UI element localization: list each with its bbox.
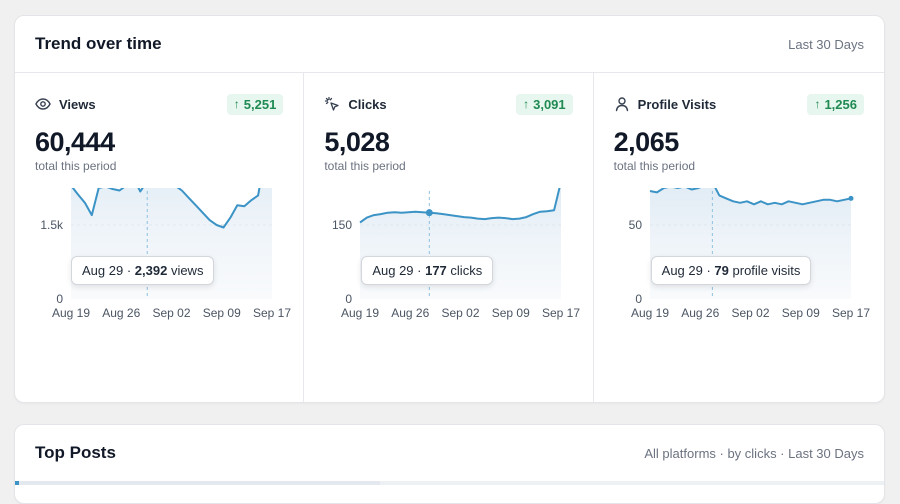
tooltip-date: Aug 29 <box>82 263 124 278</box>
delta-badge: ↑ 3,091 <box>516 93 573 115</box>
end-point <box>848 195 854 201</box>
eye-icon <box>35 98 51 110</box>
strip-marker <box>15 481 19 485</box>
tooltip-unit: profile visits <box>732 263 801 278</box>
x-tick-label: Aug 19 <box>52 306 90 320</box>
x-tick-label: Sep 02 <box>731 306 769 320</box>
arrow-up-icon: ↑ <box>523 97 530 111</box>
tooltip-value: 79 <box>714 263 729 278</box>
x-tick-label: Aug 19 <box>341 306 379 320</box>
arrow-up-icon: ↑ <box>814 97 821 111</box>
x-tick-label: Aug 26 <box>681 306 719 320</box>
metric-panel-clicks: Clicks ↑ 3,091 5,028 total this period 0 1… <box>304 73 594 402</box>
y-tick-label: 0 <box>346 292 353 306</box>
tooltip-unit: views <box>170 263 204 278</box>
metric-total: 60,444 <box>35 127 115 157</box>
tooltip-date: Aug 29 <box>661 263 703 278</box>
highlight-point <box>426 209 434 217</box>
chart-tooltip: Aug 29 · 177 clicks <box>361 256 494 285</box>
x-tick-label: Sep 02 <box>442 306 480 320</box>
x-tick-label: Sep 17 <box>542 306 580 320</box>
metric-subtitle: total this period <box>613 159 696 173</box>
metric-label: Views <box>35 96 96 112</box>
chart-tooltip: Aug 29 · 79 profile visits <box>650 256 812 285</box>
y-tick-label: 50 <box>628 218 642 232</box>
metric-total: 5,028 <box>324 127 390 157</box>
cursor-click-icon <box>325 96 339 111</box>
x-tick-label: Sep 02 <box>152 306 190 320</box>
top-posts-filter[interactable]: All platforms · by clicks · Last 30 Days <box>644 445 864 461</box>
y-tick-label: 150 <box>332 218 352 232</box>
x-tick-label: Aug 26 <box>392 306 430 320</box>
metric-subtitle: total this period <box>324 159 406 173</box>
date-range-selector[interactable]: Last 30 Days <box>788 36 864 52</box>
series-line <box>649 188 851 206</box>
x-tick-label: Aug 19 <box>631 306 669 320</box>
tooltip-date: Aug 29 <box>372 263 414 278</box>
strip-fill <box>15 481 380 485</box>
top-posts-title: Top Posts <box>35 443 116 462</box>
metric-name: Profile Visits <box>637 96 717 112</box>
metric-name: Views <box>59 96 96 112</box>
delta-badge: ↑ 1,256 <box>807 93 864 115</box>
user-icon <box>615 97 628 112</box>
trend-header: Trend over time Last 30 Days <box>15 16 884 73</box>
top-posts-card: Top Posts All platforms · by clicks · La… <box>14 424 885 504</box>
metric-label: Profile Visits <box>614 96 717 112</box>
y-tick-label: 0 <box>635 292 642 306</box>
trend-card: Trend over time Last 30 Days Views ↑ 5,25… <box>14 15 885 403</box>
y-tick-label: 0 <box>56 292 63 306</box>
metric-total: 2,065 <box>613 127 680 157</box>
chart-tooltip: Aug 29 · 2,392 views <box>71 256 215 285</box>
metric-label: Clicks <box>324 96 387 112</box>
delta-value: 5,251 <box>243 96 277 112</box>
metric-panel-views: Views ↑ 5,251 60,444 total this period 0 1… <box>15 73 305 402</box>
series-line <box>359 188 561 224</box>
x-tick-label: Sep 09 <box>203 306 241 320</box>
arrow-up-icon: ↑ <box>233 97 240 111</box>
metric-name: Clicks <box>348 96 387 112</box>
metric-panel-profile-visits: Profile Visits ↑ 1,256 2,065 total this p… <box>594 73 884 402</box>
series-line <box>71 188 261 229</box>
x-tick-label: Sep 09 <box>781 306 819 320</box>
delta-value: 1,256 <box>824 96 857 112</box>
tooltip-unit: clicks <box>450 263 483 278</box>
delta-badge: ↑ 5,251 <box>226 93 284 115</box>
tooltip-value: 177 <box>425 263 447 278</box>
top-posts-header: Top Posts All platforms · by clicks · La… <box>15 425 884 481</box>
x-tick-label: Sep 09 <box>492 306 530 320</box>
delta-value: 3,091 <box>533 96 566 112</box>
table-header-strip <box>15 481 884 485</box>
metric-subtitle: total this period <box>35 159 117 173</box>
y-tick-label: 1.5k <box>40 218 64 232</box>
x-tick-label: Aug 26 <box>102 306 140 320</box>
trend-title: Trend over time <box>35 34 162 53</box>
tooltip-value: 2,392 <box>134 263 168 278</box>
x-tick-label: Sep 17 <box>832 306 870 320</box>
x-tick-label: Sep 17 <box>253 306 291 320</box>
